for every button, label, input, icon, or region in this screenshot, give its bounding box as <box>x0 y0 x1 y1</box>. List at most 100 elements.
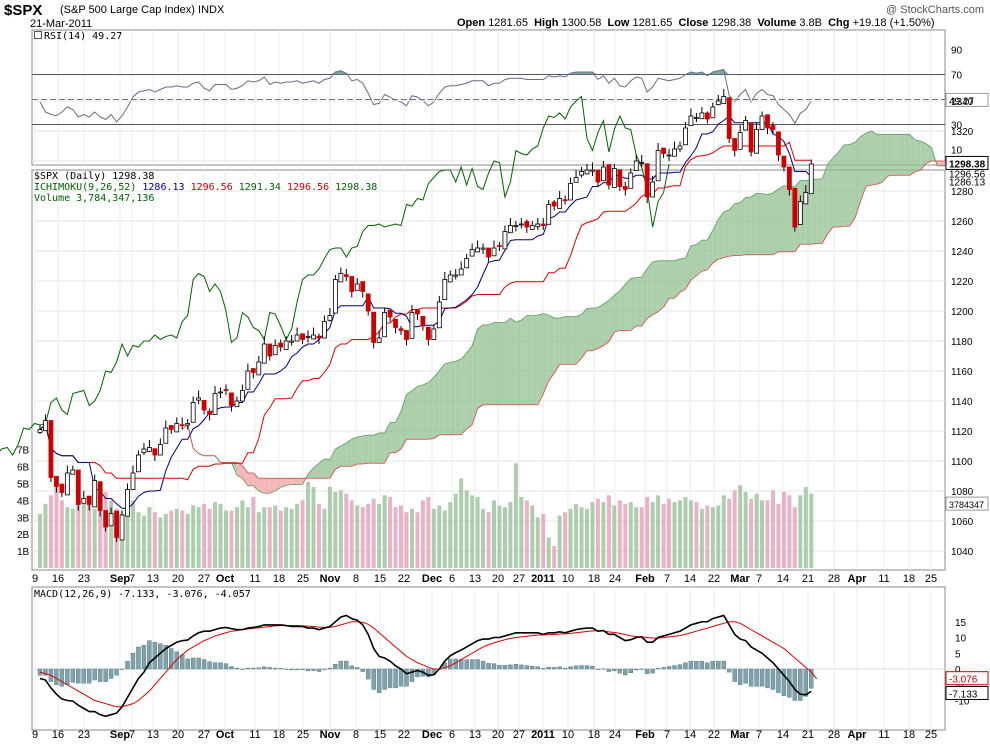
volume-bar <box>459 478 464 568</box>
candle-up <box>502 231 508 250</box>
volume-bar <box>54 486 59 568</box>
candle-up <box>633 160 639 172</box>
volume-bar <box>141 515 146 568</box>
volume-bar <box>377 503 382 568</box>
macd-histogram-bar <box>136 646 141 670</box>
ichimoku-cloud-segment <box>384 422 391 464</box>
macd-histogram-bar <box>688 660 694 670</box>
candle-up <box>196 397 202 401</box>
volume-bar <box>792 507 797 568</box>
volume-bar <box>399 505 404 568</box>
candle-down <box>250 368 256 373</box>
ichimoku-cloud-segment <box>734 202 741 256</box>
senkou-span-a-edge <box>559 316 566 319</box>
macd-histogram-bar <box>524 665 530 670</box>
senkou-span-b-edge <box>187 424 194 449</box>
candle-up <box>119 514 125 541</box>
senkou-span-a-edge <box>433 370 440 378</box>
candle-up <box>628 172 634 189</box>
macd-histogram-bar <box>54 668 59 685</box>
senkou-span-a-edge <box>717 211 725 220</box>
senkou-span-a-edge <box>324 458 330 460</box>
macd-histogram-bar <box>59 668 65 687</box>
macd-histogram-bar <box>76 668 81 684</box>
senkou-span-a-edge <box>455 358 462 362</box>
x-tick-label: 18 <box>903 729 915 741</box>
volume-bar <box>415 512 420 568</box>
senkou-span-b-edge <box>553 364 560 374</box>
stockcharts-watermark[interactable]: @ StockCharts.com <box>886 4 984 16</box>
macd-histogram-bar <box>147 640 152 670</box>
x-tick-label: 15 <box>374 729 386 741</box>
macd-histogram-bar <box>612 668 617 672</box>
price-tick-label: 1200 <box>951 307 974 318</box>
ichimoku-cloud-segment <box>242 465 248 486</box>
senkou-span-b-edge <box>915 169 921 172</box>
senkou-span-a-edge <box>428 377 435 383</box>
candle-up <box>754 129 759 154</box>
x-tick-label: 7 <box>664 729 670 741</box>
candle-up <box>677 145 683 150</box>
senkou-span-a-edge <box>395 410 402 423</box>
volume-bar <box>798 495 803 568</box>
ichimoku-cloud-segment <box>554 318 560 374</box>
candle-up <box>130 472 136 490</box>
candle-down <box>606 164 612 186</box>
macd-histogram-bar <box>119 668 125 670</box>
senkou-span-a-edge <box>411 386 418 392</box>
x-tick-label: 6 <box>449 729 455 741</box>
volume-bar <box>743 491 748 568</box>
candle-up <box>141 448 147 453</box>
volume-bar <box>492 500 497 568</box>
macd-histogram-bar <box>650 668 655 674</box>
volume-bar <box>579 507 584 568</box>
senkou-span-b-edge <box>192 447 199 454</box>
ichimoku-cloud-segment <box>324 458 330 479</box>
candle-up <box>710 106 716 119</box>
macd-histogram-bar <box>251 667 256 670</box>
macd-histogram-bar <box>70 668 76 683</box>
senkou-span-b-edge <box>460 428 467 436</box>
volume-bar <box>174 508 179 568</box>
volume-bar <box>240 500 245 568</box>
ichimoku-cloud-segment <box>663 260 670 308</box>
ichimoku-cloud-segment <box>510 318 516 405</box>
candle-up <box>447 274 453 283</box>
x-tick-label: 7 <box>756 729 762 741</box>
ichimoku-cloud-segment <box>340 443 347 467</box>
macd-histogram-bar <box>480 660 486 670</box>
senkou-span-a-edge <box>274 486 281 492</box>
volume-bar <box>781 491 786 568</box>
candle-up <box>190 402 196 423</box>
volume-bar <box>508 502 513 568</box>
volume-bar <box>481 508 486 568</box>
volume-bar <box>623 503 628 568</box>
senkou-span-b-edge <box>395 448 402 454</box>
senkou-span-a-edge <box>302 474 309 485</box>
ichimoku-cloud-segment <box>762 193 768 255</box>
candle-up <box>518 223 524 226</box>
ichimoku-cloud-segment <box>641 268 648 326</box>
macd-histogram-bar <box>694 660 699 670</box>
macd-histogram-bar <box>393 668 398 689</box>
x-tick-label: Feb <box>635 729 655 741</box>
macd-histogram-bar <box>218 662 223 670</box>
volume-bar <box>163 513 168 568</box>
macd-signal-line <box>39 621 818 708</box>
x-tick-label: 22 <box>708 573 720 585</box>
macd-histogram-bar <box>699 660 705 670</box>
volume-bar <box>563 512 568 568</box>
macd-histogram-bar <box>727 668 732 673</box>
volume-bar <box>667 498 672 568</box>
volume-bar <box>661 503 666 568</box>
senkou-span-a-edge <box>624 278 632 285</box>
volume-bar <box>180 510 185 568</box>
last-price-value: 1298.38 <box>949 159 986 170</box>
candle-up <box>409 312 415 339</box>
macd-tick-label: 15 <box>955 618 967 629</box>
senkou-span-b-edge <box>603 341 610 346</box>
volume-bar <box>732 490 737 568</box>
macd-histogram-bar <box>595 668 601 670</box>
macd-histogram-bar <box>508 664 513 670</box>
